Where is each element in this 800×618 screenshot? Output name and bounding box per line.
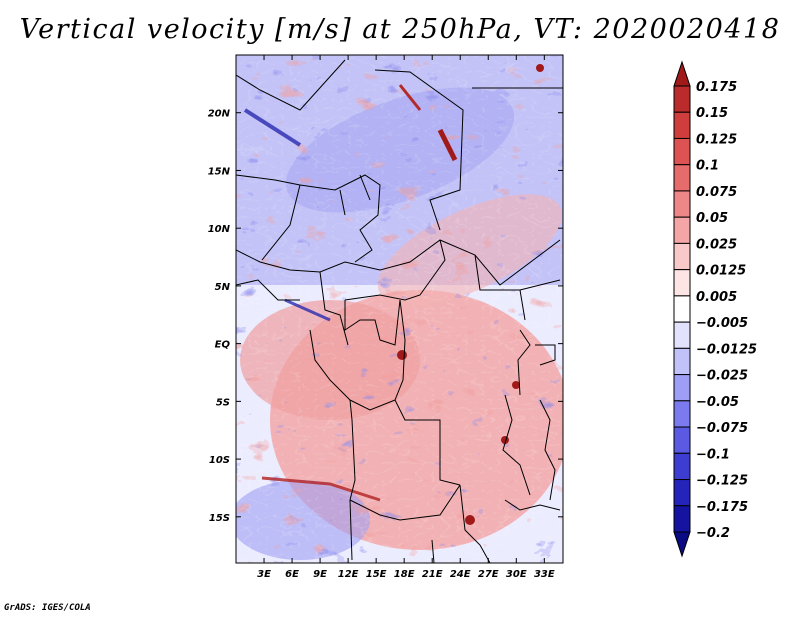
colorbar-label: −0.075: [696, 421, 748, 436]
colorbar-segment: [673, 426, 691, 454]
lon-tick-label: 3E: [257, 569, 271, 580]
colorbar-segment: [673, 321, 691, 349]
colorbar-segment: [673, 269, 691, 297]
lat-tick-label: 10S: [209, 455, 230, 466]
lat-tick-label: 15N: [208, 166, 231, 177]
lon-tick-label: 27E: [478, 569, 499, 580]
colorbar-segment: [673, 85, 691, 113]
colorbar-segment: [673, 347, 691, 376]
colorbar-label: −0.175: [696, 500, 748, 515]
colorbar-label: −0.025: [696, 369, 748, 384]
colorbar-segment: [673, 111, 691, 139]
colorbar-segment: [673, 400, 691, 428]
lon-tick-label: 21E: [422, 569, 443, 580]
latitude-axis: 20N 15N 10N 5N EQ 5S 10S 15S: [208, 109, 563, 524]
colorbar-label: 0.05: [696, 211, 728, 226]
colorbar-segment: [673, 190, 691, 218]
colorbar-segment: [673, 295, 691, 323]
colorbar-label: 0.15: [696, 106, 728, 121]
colorbar-label: −0.05: [696, 395, 739, 410]
lon-tick-label: 30E: [506, 569, 527, 580]
lat-tick-label: 20N: [208, 109, 231, 120]
colorbar-label: −0.0125: [696, 342, 757, 357]
colorbar-label: 0.005: [696, 290, 737, 305]
colorbar: 0.175 0.15 0.125 0.1 0.075 0.05 0.025 0.0125 0.0…: [673, 60, 757, 558]
colorbar-segment: [673, 374, 691, 402]
country-borders: [236, 59, 563, 563]
vertical-velocity-field: [236, 55, 563, 563]
lat-tick-label: 10N: [208, 224, 231, 235]
colorbar-label: 0.075: [696, 185, 737, 200]
lon-tick-label: 24E: [450, 569, 471, 580]
colorbar-label: 0.0125: [696, 264, 746, 279]
lon-tick-label: 33E: [534, 569, 555, 580]
colorbar-label: 0.1: [696, 159, 719, 174]
lon-tick-label: 15E: [366, 569, 387, 580]
colorbar-segment: [673, 479, 691, 507]
colorbar-segment: [673, 452, 691, 481]
colorbar-top-extension: [673, 60, 691, 87]
colorbar-segment: [673, 242, 691, 271]
colorbar-label: −0.005: [696, 316, 748, 331]
colorbar-segment: [673, 216, 691, 244]
lon-tick-label: 9E: [313, 569, 327, 580]
longitude-axis: 3E 6E 9E 12E 15E 18E 21E 24E 27E 30E 33E: [257, 55, 555, 580]
colorbar-label: −0.2: [696, 526, 730, 541]
lat-tick-label: 5N: [215, 282, 231, 293]
colorbar-label: 0.125: [696, 132, 737, 147]
lon-tick-label: 18E: [394, 569, 415, 580]
lat-tick-label: 15S: [209, 513, 230, 524]
map-title: Vertical velocity [m/s] at 250hPa, VT: 2…: [19, 14, 781, 45]
colorbar-segment: [673, 164, 691, 192]
lon-tick-label: 12E: [338, 569, 359, 580]
lon-tick-label: 6E: [285, 569, 299, 580]
lat-tick-label: 5S: [216, 397, 230, 408]
colorbar-label: 0.175: [696, 80, 737, 95]
colorbar-bottom-extension: [673, 531, 691, 558]
grads-credit: GrADS: IGES/COLA: [4, 603, 91, 613]
colorbar-segment: [673, 505, 691, 533]
colorbar-label: −0.1: [696, 447, 730, 462]
colorbar-label: −0.125: [696, 474, 748, 489]
colorbar-segment: [673, 137, 691, 166]
map-frame: [235, 54, 564, 564]
lat-tick-label: EQ: [215, 340, 231, 351]
colorbar-label: 0.025: [696, 237, 737, 252]
